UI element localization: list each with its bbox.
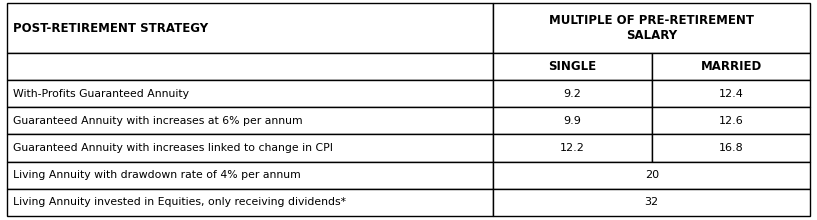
Text: 12.4: 12.4 <box>719 88 743 99</box>
Bar <box>7 161 493 189</box>
Text: POST-RETIREMENT STRATEGY: POST-RETIREMENT STRATEGY <box>13 22 208 35</box>
Text: 32: 32 <box>645 197 659 207</box>
Bar <box>7 80 493 107</box>
Text: Guaranteed Annuity with increases at 6% per annum: Guaranteed Annuity with increases at 6% … <box>13 116 302 126</box>
Text: 16.8: 16.8 <box>719 143 743 153</box>
Bar <box>652 107 810 134</box>
Bar <box>7 53 493 80</box>
Text: MARRIED: MARRIED <box>700 60 761 73</box>
Bar <box>7 134 493 161</box>
Bar <box>7 107 493 134</box>
Text: 20: 20 <box>645 170 659 180</box>
Text: Guaranteed Annuity with increases linked to change in CPI: Guaranteed Annuity with increases linked… <box>13 143 333 153</box>
Text: 12.2: 12.2 <box>560 143 585 153</box>
Bar <box>493 80 652 107</box>
Bar <box>493 134 652 161</box>
Bar <box>493 161 810 189</box>
Bar <box>493 53 652 80</box>
Bar <box>652 53 810 80</box>
Text: 9.9: 9.9 <box>564 116 581 126</box>
Bar <box>652 134 810 161</box>
Text: SINGLE: SINGLE <box>548 60 596 73</box>
Text: Living Annuity with drawdown rate of 4% per annum: Living Annuity with drawdown rate of 4% … <box>13 170 301 180</box>
Text: 12.6: 12.6 <box>719 116 743 126</box>
Bar <box>652 80 810 107</box>
Text: 9.2: 9.2 <box>564 88 581 99</box>
Bar <box>493 107 652 134</box>
Text: Living Annuity invested in Equities, only receiving dividends*: Living Annuity invested in Equities, onl… <box>13 197 346 207</box>
Bar <box>493 3 810 53</box>
Text: MULTIPLE OF PRE-RETIREMENT
SALARY: MULTIPLE OF PRE-RETIREMENT SALARY <box>549 14 754 42</box>
Bar <box>493 189 810 216</box>
Text: With-Profits Guaranteed Annuity: With-Profits Guaranteed Annuity <box>13 88 189 99</box>
Bar <box>7 3 493 53</box>
Bar <box>7 189 493 216</box>
